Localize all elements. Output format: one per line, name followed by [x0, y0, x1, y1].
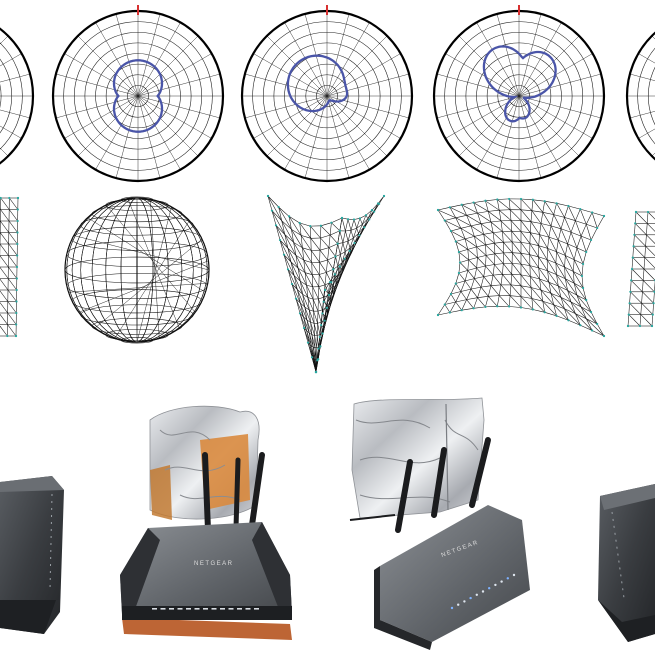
polar-spoke	[95, 22, 139, 97]
radiation-pattern-curve	[286, 54, 349, 113]
photo-router-bare-left	[0, 476, 64, 634]
photo-router-bare-right	[598, 484, 655, 642]
mesh-panel-cut-right	[626, 210, 655, 328]
mesh-panel-cut-left	[0, 196, 20, 338]
polar-spoke	[518, 35, 580, 97]
polar-spoke	[253, 95, 328, 139]
polar-spoke	[476, 95, 520, 170]
polar-spoke	[518, 73, 602, 97]
polar-spoke	[55, 95, 139, 119]
polar-spoke	[266, 95, 328, 157]
polar-spoke	[629, 73, 655, 81]
radiation-pattern-curve	[112, 59, 164, 133]
polar-spoke	[326, 95, 350, 179]
mesh-panel-v-fold	[266, 194, 386, 374]
polar-spoke	[458, 35, 520, 97]
router-brand-label: NETGEAR	[194, 561, 234, 567]
polar-panel-single-lobe	[240, 5, 414, 183]
polar-panel-multi-lobe	[432, 5, 606, 183]
polar-spoke	[518, 95, 602, 119]
polar-spoke	[496, 95, 520, 179]
polar-spoke	[244, 73, 328, 97]
polar-spoke	[629, 111, 655, 119]
polar-spoke	[284, 95, 328, 170]
polar-spoke	[326, 22, 370, 97]
polar-spoke	[496, 13, 520, 97]
polar-spoke	[137, 95, 161, 179]
polar-spoke	[284, 22, 328, 97]
polar-spoke	[137, 95, 221, 119]
polar-spoke	[137, 35, 199, 97]
polar-spoke	[518, 22, 562, 97]
polar-spoke	[137, 95, 199, 157]
polar-spoke	[304, 95, 328, 179]
polar-panel-omni	[51, 5, 225, 183]
polar-spoke	[137, 53, 212, 97]
polar-spoke	[445, 53, 520, 97]
polar-spoke	[638, 128, 655, 139]
polar-spoke	[64, 95, 139, 139]
polar-spoke	[326, 95, 370, 170]
radiation-pattern-curve	[482, 45, 557, 123]
polar-spoke	[476, 22, 520, 97]
polar-spoke	[518, 95, 542, 179]
polar-spoke	[326, 13, 350, 97]
polar-spoke	[77, 35, 139, 97]
polar-spoke	[326, 95, 388, 157]
photo-router-foil-wall: NETGEAR	[349, 397, 530, 650]
polar-spoke	[64, 53, 139, 97]
polar-spoke	[326, 35, 388, 97]
polar-panel-cut-left	[0, 27, 35, 165]
polar-spoke	[638, 53, 655, 64]
polar-spoke	[244, 95, 328, 119]
polar-spoke	[0, 125, 22, 139]
photo-router-foil-cylinder: NETGEAR	[120, 405, 292, 640]
polar-spoke	[137, 22, 181, 97]
polar-spoke	[326, 95, 401, 139]
polar-spoke	[0, 109, 31, 119]
polar-spoke	[137, 95, 212, 139]
polar-spoke	[436, 95, 520, 119]
polar-spoke	[266, 35, 328, 97]
polar-outer-ring	[0, 27, 35, 165]
polar-spoke	[115, 95, 139, 179]
polar-spoke	[326, 95, 410, 119]
mesh-panel-saddle	[436, 197, 606, 338]
mesh-panel-sphere	[64, 196, 210, 344]
polar-spoke	[137, 13, 161, 97]
polar-spoke	[95, 95, 139, 170]
polar-spoke	[55, 73, 139, 97]
polar-spoke	[137, 95, 181, 170]
polar-spoke	[0, 53, 22, 67]
polar-spoke	[518, 95, 562, 170]
polar-spoke	[137, 73, 221, 97]
polar-spoke	[77, 95, 139, 157]
polar-spoke	[458, 95, 520, 157]
row-wireframe-meshes	[0, 194, 655, 374]
polar-spoke	[0, 73, 31, 83]
polar-spoke	[518, 13, 542, 97]
polar-spoke	[518, 95, 593, 139]
polar-panel-cut-right	[625, 31, 655, 161]
row-router-photos: NETGEAR NETGEAR	[0, 397, 655, 650]
polar-outer-ring	[625, 31, 655, 161]
polar-spoke	[326, 53, 401, 97]
polar-spoke	[436, 73, 520, 97]
polar-spoke	[115, 13, 139, 97]
row-polar-patterns	[0, 5, 655, 183]
polar-spoke	[326, 73, 410, 97]
